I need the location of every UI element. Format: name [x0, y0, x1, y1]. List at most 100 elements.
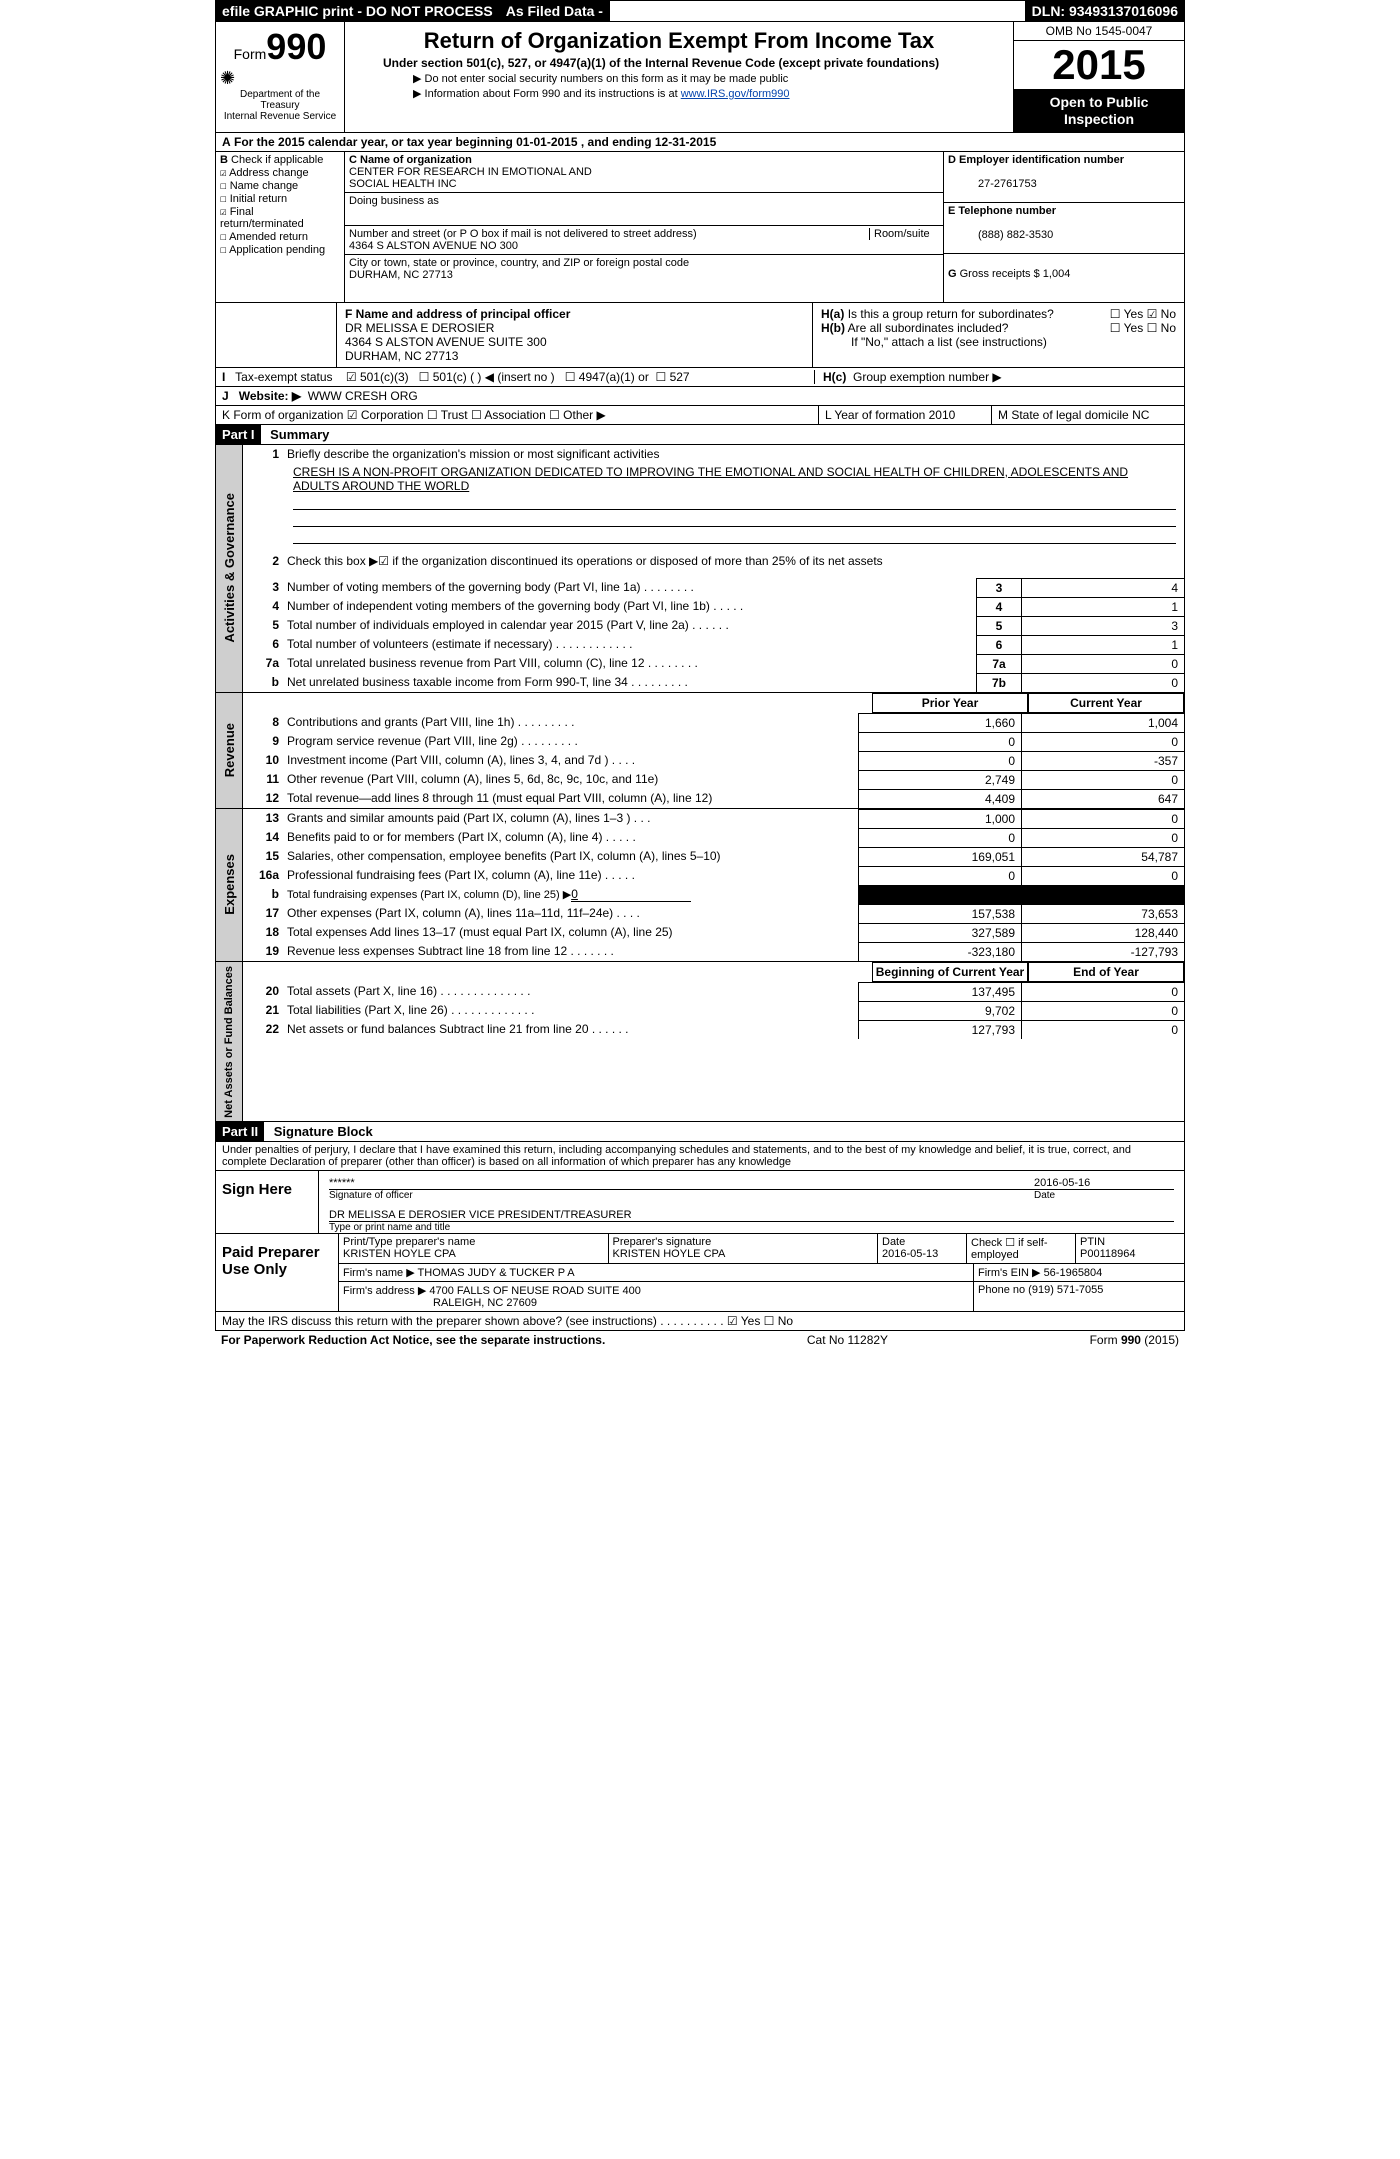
prep-date-label: Date [882, 1236, 905, 1248]
b-check-5: ☐ [220, 243, 227, 256]
ha-val[interactable]: ☐ Yes ☑ No [1110, 307, 1176, 321]
curr-16a: 0 [1021, 866, 1184, 885]
j-text: Website: ▶ [239, 389, 301, 403]
topbar-spacer [610, 1, 1026, 21]
num-10: 10 [243, 751, 283, 770]
num-19: 19 [243, 942, 283, 961]
prior-17: 157,538 [858, 904, 1021, 923]
sign-here-label: Sign Here [216, 1171, 319, 1233]
b-lbl-4: Amended return [229, 231, 308, 243]
prior-14: 0 [858, 828, 1021, 847]
ha-row: H(a) Is this a group return for subordin… [821, 307, 1176, 321]
prior-10: 0 [858, 751, 1021, 770]
i-o3[interactable]: ☐ 4947(a)(1) or [565, 370, 649, 384]
txt-3: Number of voting members of the governin… [283, 578, 976, 597]
sign-here-section: Sign Here ****** 2016-05-16 Signature of… [215, 1171, 1185, 1234]
sign-row: Sign Here ****** 2016-05-16 Signature of… [216, 1171, 1184, 1233]
paid-body: Print/Type preparer's nameKRISTEN HOYLE … [339, 1234, 1184, 1311]
ha-text: Is this a group return for subordinates? [848, 307, 1054, 321]
prep-name-cell: Print/Type preparer's nameKRISTEN HOYLE … [339, 1234, 609, 1264]
b-opt-2[interactable]: ☐ Initial return [220, 192, 340, 205]
top-bar: efile GRAPHIC print - DO NOT PROCESS As … [215, 0, 1185, 22]
rev-rows: 8Contributions and grants (Part VIII, li… [243, 713, 1184, 808]
c-city: DURHAM, NC 27713 [349, 269, 453, 281]
j-label: J [222, 389, 229, 403]
txt-5: Total number of individuals employed in … [283, 616, 976, 635]
firm-ein-label: Firm's EIN ▶ [978, 1267, 1041, 1279]
form-990-label: Form990 [220, 26, 340, 68]
curr-14: 0 [1021, 828, 1184, 847]
hc-label: H(c) [823, 370, 846, 384]
irs-logo-icon: ✺ [220, 68, 340, 89]
cell-4: 4 [976, 597, 1021, 616]
cell-5: 5 [976, 616, 1021, 635]
row-klm: K Form of organization ☑ Corporation ☐ T… [215, 406, 1185, 425]
netassets-section: Net Assets or Fund Balances Beginning of… [215, 962, 1185, 1123]
d-phone: (888) 882-3530 [978, 229, 1053, 241]
perjury-text: Under penalties of perjury, I declare th… [215, 1142, 1185, 1171]
column-d: D Employer identification number 27-2761… [944, 152, 1184, 302]
i-left: I Tax-exempt status ☑ 501(c)(3) ☐ 501(c)… [222, 370, 814, 384]
prep-name: KRISTEN HOYLE CPA [343, 1248, 456, 1260]
txt-20: Total assets (Part X, line 16) . . . . .… [283, 982, 858, 1001]
blank-line3 [293, 527, 1176, 544]
i-text: Tax-exempt status [235, 370, 332, 384]
ptin-label: PTIN [1080, 1236, 1105, 1248]
prior-18: 327,589 [858, 923, 1021, 942]
rev-hdr-spacer [243, 693, 872, 713]
b-lbl-3: Final return/terminated [220, 206, 304, 230]
num-8: 8 [243, 713, 283, 732]
b-opt-5[interactable]: ☐ Application pending [220, 243, 340, 256]
curr-17: 73,653 [1021, 904, 1184, 923]
val-4: 1 [1021, 597, 1184, 616]
sig-lbl-row1: Signature of officer Date [329, 1190, 1174, 1201]
line2: 2 Check this box ▶☑ if the organization … [243, 552, 1184, 570]
d-phone-block: E Telephone number (888) 882-3530 [944, 203, 1184, 254]
c-addr-label: Number and street (or P O box if mail is… [349, 228, 869, 240]
num-b: b [243, 673, 283, 692]
c-name2: SOCIAL HEALTH INC [349, 178, 457, 190]
num-7a: 7a [243, 654, 283, 673]
hb-val[interactable]: ☐ Yes ☐ No [1110, 321, 1176, 335]
hb-row: H(b) Are all subordinates included? ☐ Ye… [821, 321, 1176, 335]
line-11: 11Other revenue (Part VIII, column (A), … [243, 770, 1184, 789]
k-text: K Form of organization ☑ Corporation ☐ T… [216, 406, 819, 424]
footer-left: For Paperwork Reduction Act Notice, see … [221, 1333, 605, 1347]
firm-addr1: 4700 FALLS OF NEUSE ROAD SUITE 400 [429, 1285, 641, 1297]
part-i-hdr: Part I [216, 425, 261, 444]
hb-text: Are all subordinates included? [848, 321, 1009, 335]
b-opt-1[interactable]: ☐ Name change [220, 179, 340, 192]
d-ein: 27-2761753 [978, 178, 1037, 190]
ptin: P00118964 [1080, 1248, 1135, 1260]
c-room-label: Room/suite [869, 228, 939, 240]
curr-9: 0 [1021, 732, 1184, 751]
prior-15: 169,051 [858, 847, 1021, 866]
curr-11: 0 [1021, 770, 1184, 789]
val-5: 3 [1021, 616, 1184, 635]
b-intro: Check if applicable [231, 154, 323, 166]
curr-b [1021, 885, 1184, 904]
line-3: 3Number of voting members of the governi… [243, 578, 1184, 597]
num-4: 4 [243, 597, 283, 616]
line-8: 8Contributions and grants (Part VIII, li… [243, 713, 1184, 732]
num-22: 22 [243, 1020, 283, 1039]
b-check-2: ☐ [220, 192, 227, 205]
b-opt-3[interactable]: ☑ Final return/terminated [220, 205, 340, 230]
tax-year: 2015 [1014, 41, 1184, 90]
paid-preparer-section: Paid Preparer Use Only Print/Type prepar… [215, 1234, 1185, 1312]
line-14: 14Benefits paid to or for members (Part … [243, 828, 1184, 847]
net-rows: 20Total assets (Part X, line 16) . . . .… [243, 982, 1184, 1039]
i-o4[interactable]: ☐ 527 [655, 370, 689, 384]
num-13: 13 [243, 809, 283, 828]
officer-name: DR MELISSA E DEROSIER VICE PRESIDENT/TRE… [329, 1209, 1174, 1222]
irs-link[interactable]: www.IRS.gov/form990 [681, 88, 790, 100]
num-3: 3 [243, 578, 283, 597]
b-opt-0[interactable]: ☑ Address change [220, 166, 340, 179]
current-year-hdr: Current Year [1028, 693, 1184, 713]
i-o1[interactable]: ☑ 501(c)(3) [346, 370, 409, 384]
i-o2[interactable]: ☐ 501(c) ( ) ◀ (insert no ) [419, 370, 555, 384]
blank-line1 [293, 493, 1176, 510]
cell-6: 6 [976, 635, 1021, 654]
b-opt-4[interactable]: ☐ Amended return [220, 230, 340, 243]
prep-check-cell[interactable]: Check ☐ if self-employed [967, 1234, 1076, 1264]
